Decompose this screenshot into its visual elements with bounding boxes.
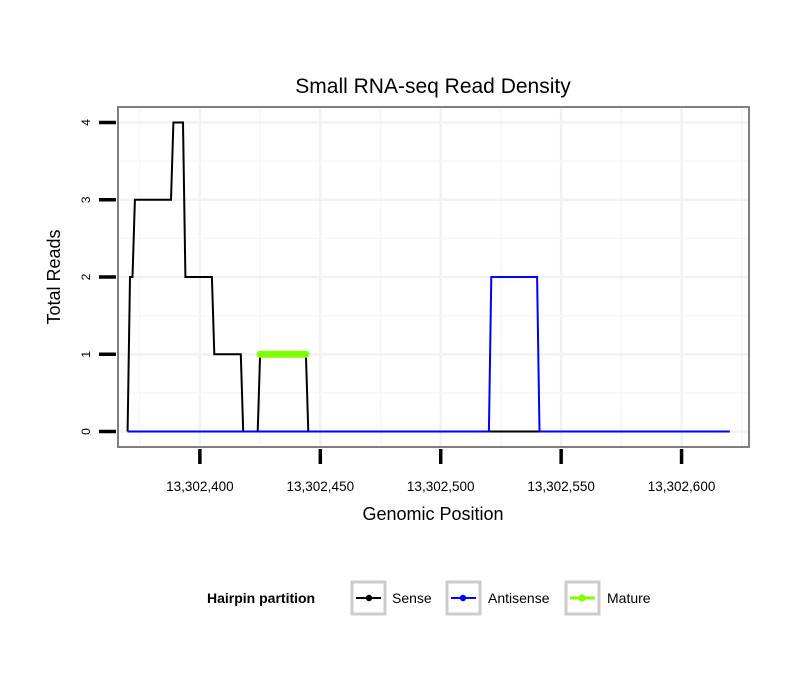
legend-point-antisense xyxy=(459,594,467,602)
x-tick-label-1: 13,302,450 xyxy=(287,479,355,494)
x-tick-label-3: 13,302,550 xyxy=(527,479,595,494)
legend-point-mature xyxy=(578,594,586,602)
legend-title: Hairpin partition xyxy=(207,590,315,606)
legend: Hairpin partition Sense Antisense Mature xyxy=(207,580,651,616)
x-axis-title: Genomic Position xyxy=(362,504,503,524)
legend-label-antisense: Antisense xyxy=(488,590,550,606)
chart-title: Small RNA-seq Read Density xyxy=(295,75,571,98)
legend-item-mature: Mature xyxy=(564,580,651,616)
legend-point-sense xyxy=(365,594,373,602)
x-tick-label-4: 13,302,600 xyxy=(648,479,716,494)
y-tick-label-3: 3 xyxy=(79,196,93,203)
x-tick-label-2: 13,302,500 xyxy=(407,479,475,494)
y-tick-label-4: 4 xyxy=(79,119,93,126)
y-tick-label-1: 1 xyxy=(79,351,93,358)
legend-label-mature: Mature xyxy=(607,590,651,606)
legend-item-sense: Sense xyxy=(350,580,432,616)
y-axis: 0 1 2 3 4 xyxy=(79,119,116,435)
plot-panel-border xyxy=(117,106,750,448)
legend-label-sense: Sense xyxy=(392,590,432,606)
y-axis-title: Total Reads xyxy=(44,229,64,324)
series-line-antisense xyxy=(127,276,730,433)
legend-item-antisense: Antisense xyxy=(445,580,550,616)
y-tick-label-2: 2 xyxy=(79,273,93,280)
series-layer xyxy=(126,121,730,433)
x-tick-label-0: 13,302,400 xyxy=(166,479,234,494)
x-axis: 13,302,400 13,302,450 13,302,500 13,302,550… xyxy=(166,449,715,494)
y-tick-label-0: 0 xyxy=(79,428,93,435)
